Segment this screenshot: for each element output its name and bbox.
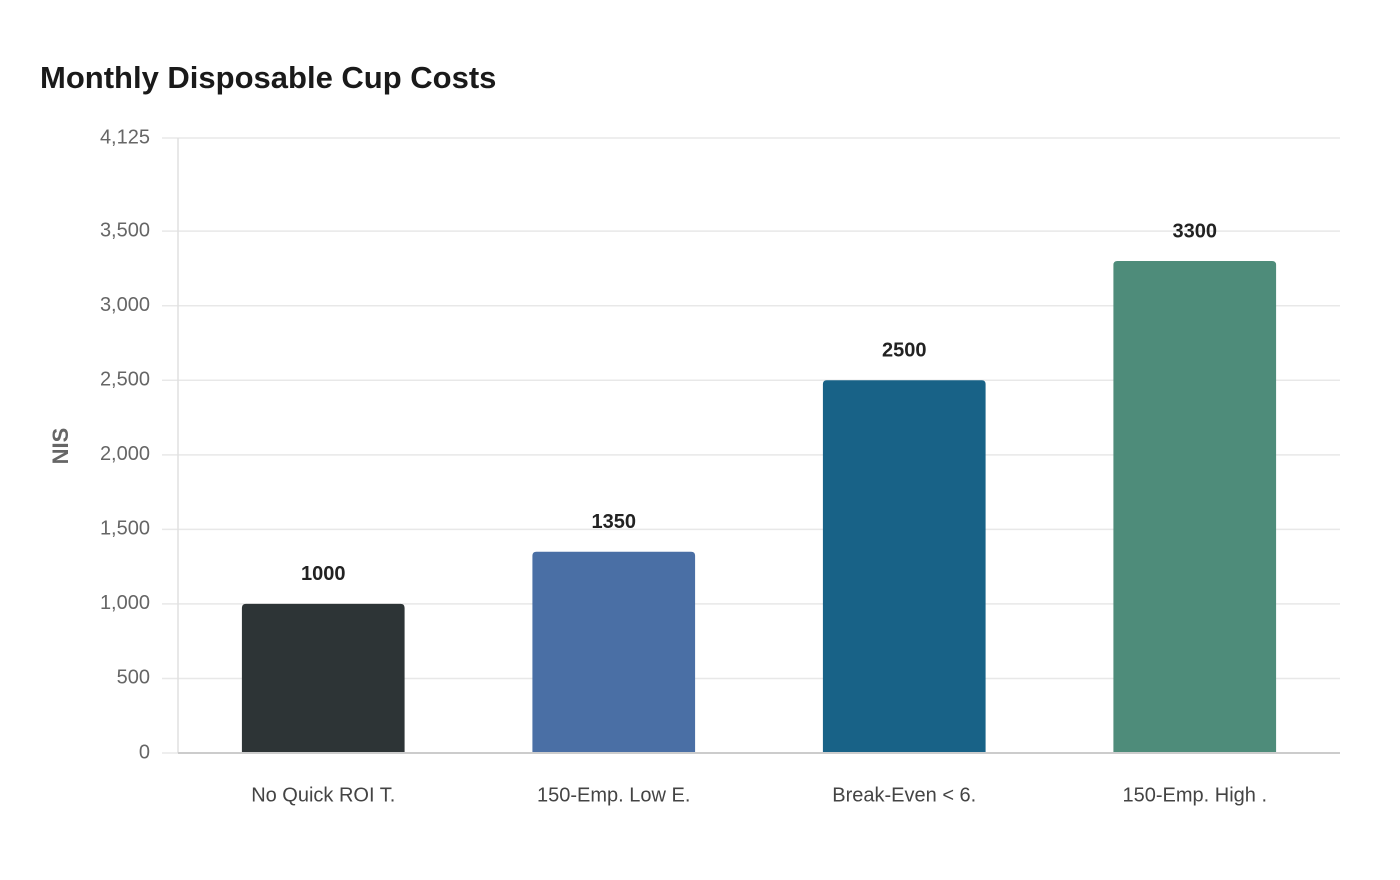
y-tick-label: 1,500 <box>100 518 150 540</box>
x-tick-label: 150-Emp. High . <box>1122 784 1267 806</box>
y-tick-label: 4,125 <box>100 126 150 148</box>
y-tick-label: 500 <box>117 667 150 689</box>
y-tick-label: 3,000 <box>100 294 150 316</box>
y-tick-label: 1,000 <box>100 592 150 614</box>
bar <box>241 603 405 753</box>
value-label: 3300 <box>1173 220 1218 242</box>
y-axis-label: NIS <box>48 428 73 465</box>
x-tick-label: Break-Even < 6. <box>832 784 976 806</box>
chart-title: Monthly Disposable Cup Costs <box>40 60 496 95</box>
x-tick-label: No Quick ROI T. <box>251 784 395 806</box>
y-tick-label: 3,500 <box>100 219 150 241</box>
y-tick-label: 0 <box>139 741 150 763</box>
y-tick-label: 2,500 <box>100 369 150 391</box>
y-tick-label: 2,000 <box>100 443 150 465</box>
value-label: 2500 <box>882 340 927 362</box>
value-label: 1350 <box>592 511 637 533</box>
bar <box>1113 261 1277 753</box>
bar <box>532 551 696 753</box>
value-label: 1000 <box>301 563 346 585</box>
bar <box>822 380 986 753</box>
x-tick-label: 150-Emp. Low E. <box>537 784 690 806</box>
